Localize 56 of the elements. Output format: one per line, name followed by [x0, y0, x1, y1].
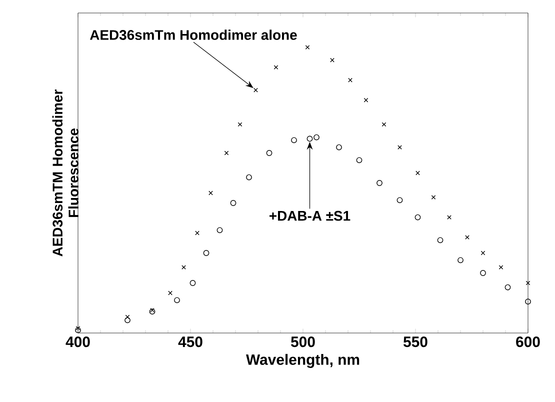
annotation: +DAB-A ±S1	[269, 210, 350, 221]
point	[416, 170, 420, 176]
point	[336, 144, 342, 150]
point	[76, 326, 80, 330]
point	[314, 134, 320, 140]
y-axis-title: AED36smTM Homodimer Fluorescence	[52, 90, 78, 256]
point	[376, 180, 382, 186]
x-tick-label: 600	[516, 336, 540, 348]
point	[208, 190, 213, 196]
point	[525, 298, 531, 305]
point	[168, 290, 172, 296]
point	[480, 270, 486, 276]
point	[216, 227, 223, 234]
point	[274, 65, 278, 70]
point	[498, 265, 504, 270]
point	[224, 150, 229, 156]
annotation: AED36smTm Homodimer alone	[90, 30, 297, 40]
point	[305, 45, 310, 50]
x-tick-label: 500	[290, 336, 315, 348]
point	[182, 265, 186, 270]
point	[291, 137, 297, 144]
point	[124, 317, 130, 324]
point	[75, 327, 81, 334]
point	[382, 122, 386, 127]
point	[125, 314, 130, 320]
point	[254, 88, 258, 92]
point	[330, 58, 334, 62]
point	[150, 308, 154, 312]
point	[447, 215, 452, 220]
point	[364, 98, 368, 102]
point	[398, 145, 402, 150]
point	[190, 280, 196, 286]
point	[465, 235, 470, 240]
point	[246, 174, 252, 180]
point	[348, 78, 352, 82]
x-tick-label: 550	[403, 336, 428, 348]
point	[437, 237, 444, 244]
x-tick-label: 450	[178, 336, 202, 348]
point	[414, 214, 421, 220]
x-axis-title: Wavelength, nm	[246, 354, 360, 368]
point	[458, 257, 464, 264]
point	[238, 122, 242, 127]
point	[306, 136, 313, 142]
point	[230, 200, 236, 206]
point	[480, 250, 486, 256]
point	[149, 308, 156, 315]
point	[504, 284, 511, 290]
point	[356, 157, 362, 164]
x-tick-label: 400	[66, 336, 90, 348]
point	[526, 280, 530, 286]
point	[195, 230, 200, 236]
point	[203, 250, 210, 256]
point	[174, 297, 180, 304]
point	[431, 195, 436, 200]
point	[266, 150, 272, 156]
point	[396, 197, 403, 204]
